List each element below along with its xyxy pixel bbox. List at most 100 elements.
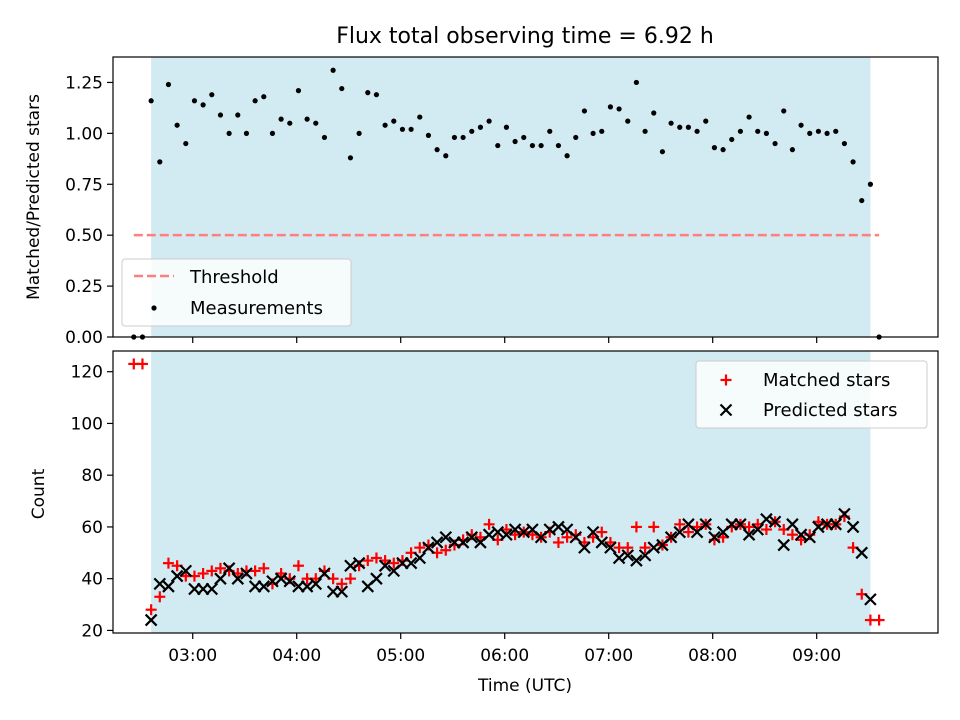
top-legend: Threshold Measurements [122,259,351,326]
measurement-point [209,92,214,97]
measurement-point [504,125,509,130]
measurement-point [435,147,440,152]
top-y-tick-label: 0.75 [65,175,103,195]
measurement-point [192,98,197,103]
measurement-point [781,108,786,113]
measurement-point [720,147,725,152]
measurement-point [868,182,873,187]
measurement-point [374,92,379,97]
measurement-point [469,129,474,134]
measurement-point [772,141,777,146]
bottom-y-tick-label: 100 [71,414,103,434]
legend-threshold-label: Threshold [189,267,279,288]
bottom-y-tick-label: 80 [81,466,103,486]
measurement-point [478,125,483,130]
x-tick-label: 06:00 [480,646,529,666]
measurement-point [694,129,699,134]
measurement-point [625,119,630,124]
measurement-point [816,129,821,134]
measurement-point [157,159,162,164]
legend-measurements-swatch [151,305,156,310]
measurement-point [842,141,847,146]
measurement-point [573,135,578,140]
measurement-point [296,88,301,93]
measurement-point [452,135,457,140]
x-tick-label: 03:00 [168,646,217,666]
measurement-point [339,86,344,91]
bottom-y-tick-label: 60 [81,518,103,538]
measurement-point [235,112,240,117]
measurement-point [227,131,232,136]
measurement-point [400,127,405,132]
top-y-tick-label: 0.25 [65,277,103,297]
measurement-point [634,80,639,85]
measurement-point [599,129,604,134]
measurement-point [850,159,855,164]
measurement-point [513,139,518,144]
measurement-point [313,121,318,126]
top-panel: 0.000.250.500.751.001.25 Matched/Predict… [24,57,938,348]
measurement-point [764,131,769,136]
x-tick-label: 08:00 [688,646,737,666]
measurement-point [746,114,751,119]
measurement-point [322,135,327,140]
measurement-point [201,102,206,107]
x-tick-label: 07:00 [584,646,633,666]
measurement-point [244,131,249,136]
x-tick-label: 04:00 [272,646,321,666]
measurement-point [183,141,188,146]
measurement-point [590,131,595,136]
measurement-point [738,129,743,134]
measurement-point [538,143,543,148]
measurement-point [305,117,310,122]
measurement-point [175,123,180,128]
measurement-point [703,119,708,124]
legend-predicted-label: Predicted stars [763,400,897,421]
measurement-point [409,127,414,132]
bottom-y-tick-label: 40 [81,570,103,590]
measurement-point [608,104,613,109]
measurement-point [712,145,717,150]
measurement-point [218,112,223,117]
measurement-point [790,147,795,152]
measurement-point [487,119,492,124]
measurement-point [677,125,682,130]
measurement-point [166,82,171,87]
measurement-point [443,153,448,158]
measurement-point [859,198,864,203]
measurement-point [642,129,647,134]
measurement-point [660,149,665,154]
top-y-tick-label: 0.50 [65,226,103,246]
bottom-y-axis-label: Count [29,468,49,519]
measurement-point [426,133,431,138]
top-chart-title: Flux total observing time = 6.92 h [336,24,714,49]
measurement-point [824,131,829,136]
legend-measurements-label: Measurements [190,298,323,319]
measurement-point [564,153,569,158]
measurement-point [417,114,422,119]
measurement-point [149,98,154,103]
top-y-tick-label: 0.00 [65,328,103,348]
measurement-point [556,143,561,148]
measurement-point [616,106,621,111]
measurement-point [755,129,760,134]
measurement-point [582,108,587,113]
bottom-legend: Matched stars Predicted stars [696,361,927,428]
measurement-point [391,119,396,124]
measurement-point [833,129,838,134]
measurement-point [807,131,812,136]
measurement-point [383,123,388,128]
measurement-point [261,94,266,99]
top-y-tick-label: 1.00 [65,124,103,144]
top-y-axis-label: Matched/Predicted stars [24,94,44,300]
x-tick-label: 09:00 [792,646,841,666]
bottom-y-tick-label: 20 [81,621,103,641]
measurement-point [798,123,803,128]
measurement-point [365,90,370,95]
measurement-point [668,121,673,126]
x-tick-label: 05:00 [376,646,425,666]
measurement-point [348,155,353,160]
measurement-point [686,125,691,130]
measurement-point [729,137,734,142]
measurement-point [287,121,292,126]
